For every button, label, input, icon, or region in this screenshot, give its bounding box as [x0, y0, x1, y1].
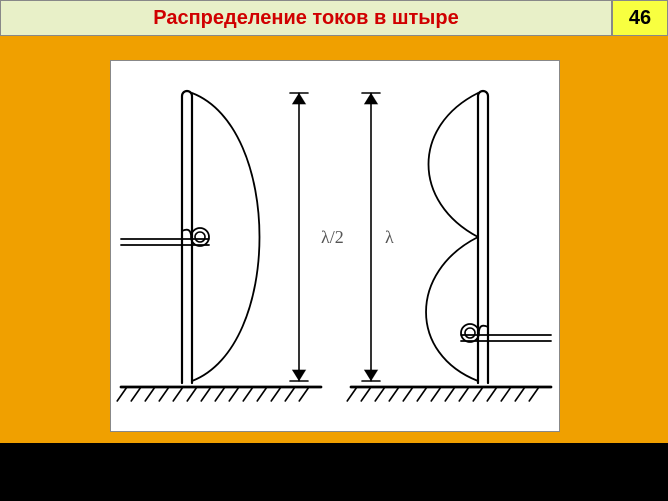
bottom-black-band — [0, 443, 668, 501]
svg-text:λ: λ — [385, 227, 394, 247]
figure-panel: λ/2 λ — [110, 60, 560, 432]
slide-title: Распределение токов в штыре — [0, 0, 612, 36]
page-number: 46 — [612, 0, 668, 36]
svg-text:λ/2: λ/2 — [321, 227, 344, 247]
diagram-svg: λ/2 λ — [111, 61, 559, 431]
slide-root: Распределение токов в штыре 46 λ/2 λ — [0, 0, 668, 501]
header-bar: Распределение токов в штыре 46 — [0, 0, 668, 36]
